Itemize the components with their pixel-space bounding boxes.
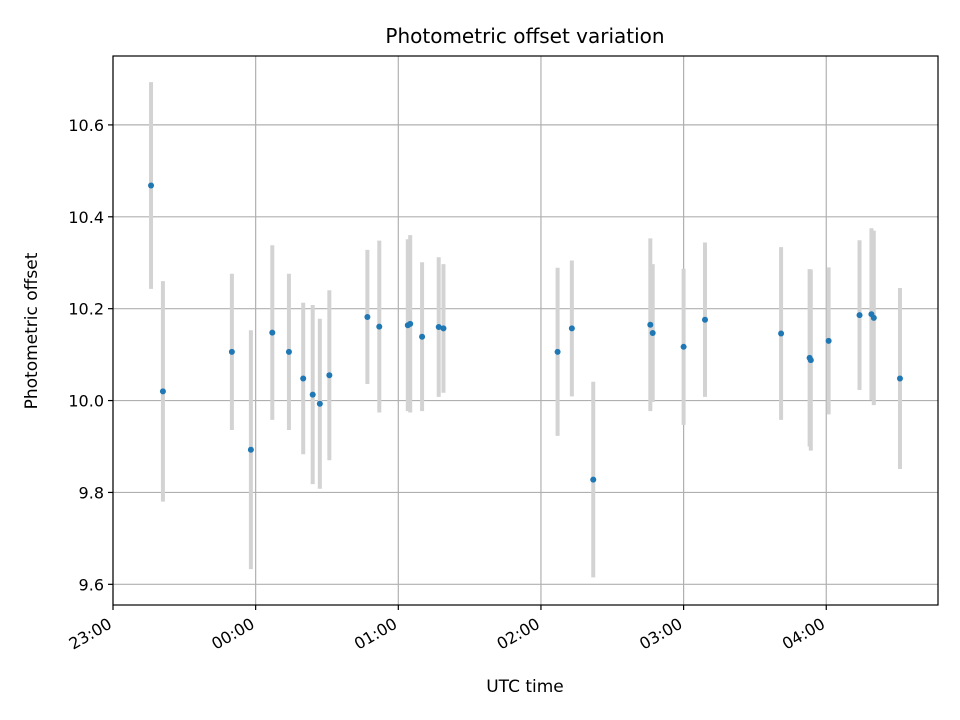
data-point bbox=[419, 333, 426, 340]
data-points bbox=[148, 182, 903, 483]
y-tick-label: 9.8 bbox=[79, 483, 104, 502]
data-point bbox=[870, 314, 877, 321]
data-point bbox=[309, 391, 316, 398]
x-axis-title: UTC time bbox=[486, 677, 564, 697]
data-point bbox=[778, 330, 785, 337]
data-point bbox=[856, 312, 863, 319]
plot-frame bbox=[112, 55, 939, 606]
data-point bbox=[825, 337, 832, 344]
y-tick-label: 10.2 bbox=[68, 300, 104, 319]
data-point bbox=[807, 357, 814, 364]
y-tick-label: 10.4 bbox=[68, 208, 104, 227]
data-point bbox=[896, 375, 903, 382]
data-point bbox=[228, 348, 235, 355]
data-point bbox=[364, 313, 371, 320]
data-point bbox=[702, 316, 709, 323]
y-tick-label: 10.0 bbox=[68, 392, 104, 411]
data-point bbox=[590, 476, 597, 483]
data-point bbox=[300, 375, 307, 382]
y-tick-label: 10.6 bbox=[68, 116, 104, 135]
data-point bbox=[440, 325, 447, 332]
data-point bbox=[326, 372, 333, 379]
data-point bbox=[554, 348, 561, 355]
data-point bbox=[269, 329, 276, 336]
data-point bbox=[316, 400, 323, 407]
data-point bbox=[568, 325, 575, 332]
y-tick-label: 9.6 bbox=[79, 575, 104, 594]
y-axis-title: Photometric offset bbox=[22, 252, 42, 409]
data-point bbox=[247, 446, 254, 453]
data-point bbox=[647, 321, 654, 328]
data-point bbox=[285, 348, 292, 355]
data-point bbox=[159, 388, 166, 395]
data-point bbox=[376, 323, 383, 330]
data-point bbox=[435, 324, 442, 331]
data-point bbox=[407, 320, 414, 327]
data-point bbox=[680, 343, 687, 350]
data-point bbox=[148, 182, 155, 189]
data-point bbox=[649, 330, 656, 337]
chart-title: Photometric offset variation bbox=[385, 24, 664, 48]
